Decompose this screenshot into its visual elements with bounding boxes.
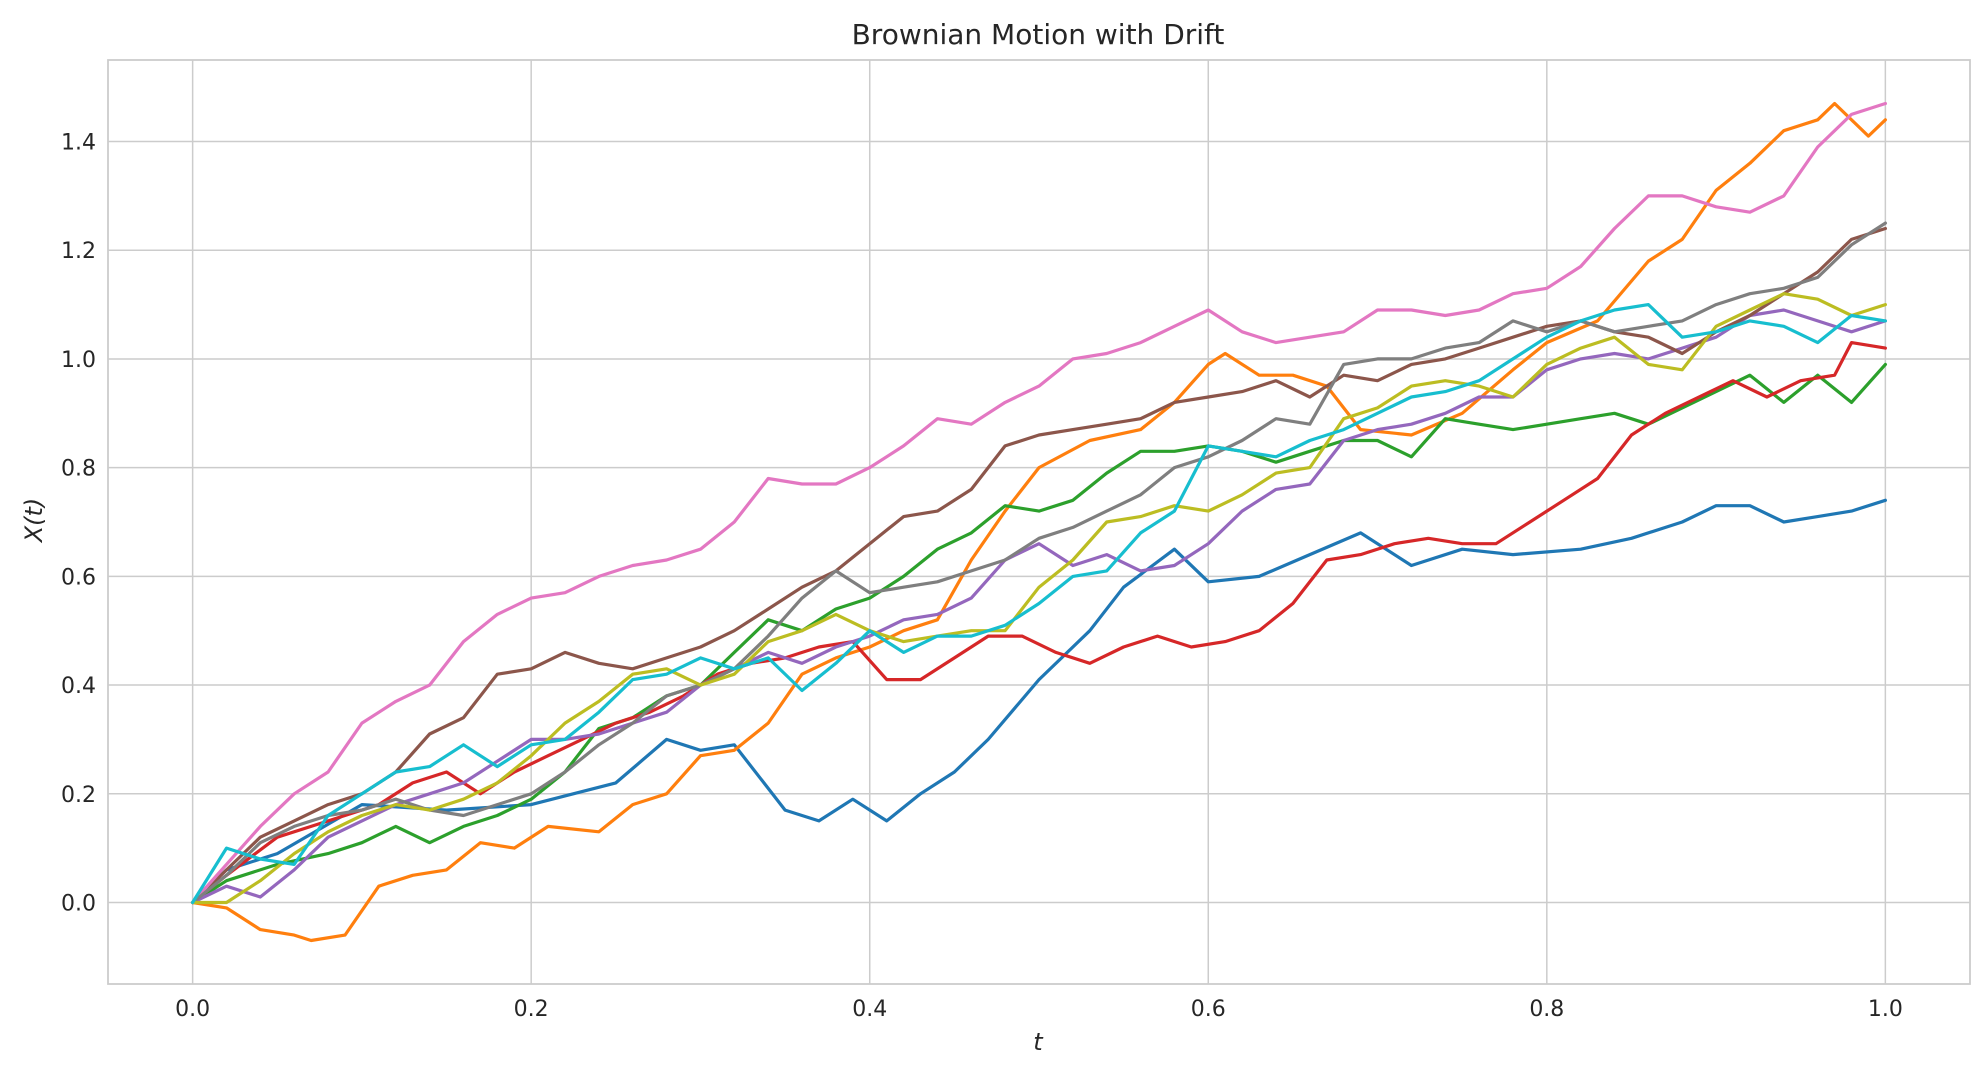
series-line-8 <box>191 221 1888 905</box>
y-tick-label: 0.8 <box>61 457 96 482</box>
y-axis-ticks: 0.0 0.2 0.4 0.6 0.8 1.0 1.2 1.4 <box>61 131 96 917</box>
y-axis-label: X(t) <box>20 498 48 545</box>
x-axis-label: t <box>1033 1028 1044 1056</box>
chart-title: Brownian Motion with Drift <box>852 18 1225 51</box>
series-line-10 <box>191 303 1888 905</box>
y-tick-label: 0.4 <box>61 674 96 699</box>
y-tick-label: 1.0 <box>61 348 96 373</box>
x-tick-label: 0.6 <box>1191 997 1226 1022</box>
y-tick-label: 0.2 <box>61 783 96 808</box>
y-tick-label: 1.4 <box>61 131 96 156</box>
series-line-1 <box>191 498 1888 905</box>
x-tick-label: 0.4 <box>852 997 887 1022</box>
series-line-5 <box>191 308 1888 905</box>
y-tick-label: 1.2 <box>61 239 96 264</box>
plot-frame <box>107 59 1971 985</box>
series-line-7 <box>191 101 1888 905</box>
y-tick-label: 0.6 <box>61 565 96 590</box>
x-axis-ticks: 0.0 0.2 0.4 0.6 0.8 1.0 <box>175 997 1903 1022</box>
series-line-4 <box>191 341 1888 905</box>
x-tick-label: 1.0 <box>1868 997 1903 1022</box>
series-group <box>191 101 1888 943</box>
x-tick-label: 0.8 <box>1529 997 1564 1022</box>
series-line-2 <box>191 101 1888 943</box>
grid <box>108 60 1970 984</box>
series-line-9 <box>191 292 1888 905</box>
x-tick-label: 0.2 <box>514 997 549 1022</box>
y-tick-label: 0.0 <box>61 891 96 916</box>
x-tick-label: 0.0 <box>175 997 210 1022</box>
series-line-3 <box>191 362 1888 905</box>
